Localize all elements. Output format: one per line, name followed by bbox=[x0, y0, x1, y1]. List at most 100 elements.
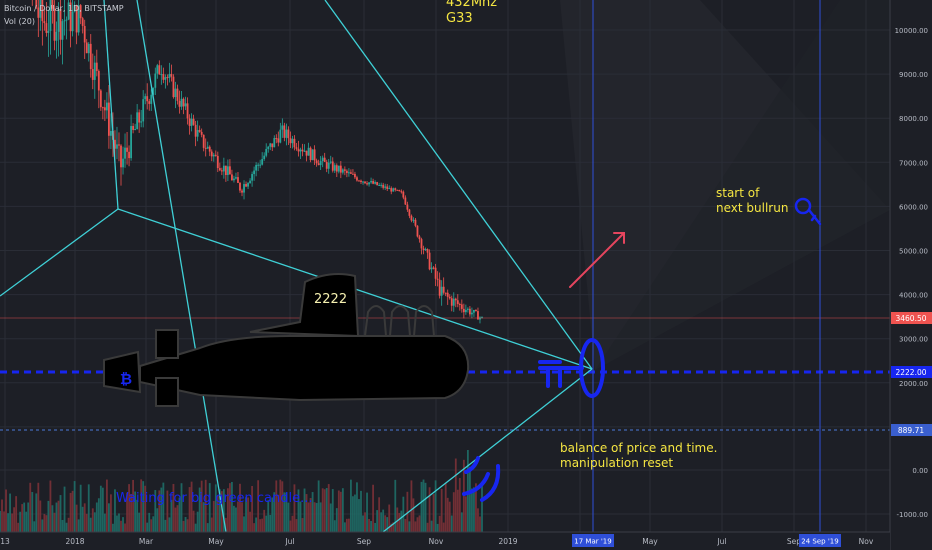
annotation-freq: 432Mhz bbox=[446, 0, 498, 10]
volume-bar bbox=[148, 512, 151, 532]
candle-body bbox=[231, 174, 233, 181]
candle-body bbox=[452, 298, 455, 306]
volume-bar bbox=[81, 506, 84, 532]
volume-bar bbox=[398, 512, 401, 532]
volume-bar bbox=[83, 503, 86, 532]
volume-bar bbox=[448, 501, 451, 532]
volume-bar bbox=[329, 503, 332, 532]
volume-bar bbox=[281, 481, 284, 532]
candle-body bbox=[372, 181, 374, 184]
volume-bar bbox=[156, 508, 159, 532]
volume-bar bbox=[436, 523, 439, 532]
volume-bar bbox=[214, 484, 217, 532]
volume-bar bbox=[126, 492, 128, 532]
volume-bar bbox=[253, 523, 256, 532]
candle-body bbox=[384, 186, 387, 188]
candle-body bbox=[247, 183, 249, 187]
volume-bar bbox=[430, 520, 433, 532]
volume-tick-label: -1000.00 bbox=[897, 511, 928, 519]
level-badge: 2222.00 bbox=[895, 368, 926, 377]
time-tick-label: May bbox=[642, 537, 658, 546]
volume-bar bbox=[303, 488, 306, 532]
volume-bar bbox=[378, 497, 381, 532]
candle-body bbox=[436, 278, 439, 280]
candle-body bbox=[444, 292, 447, 294]
candle-body bbox=[287, 129, 290, 139]
candle-body bbox=[402, 191, 405, 198]
volume-bar bbox=[442, 522, 445, 532]
volume-bar bbox=[108, 503, 110, 532]
volume-bar bbox=[372, 484, 374, 532]
volume-bar bbox=[311, 492, 314, 532]
time-tick-label: Jul bbox=[716, 537, 726, 546]
volume-bar bbox=[479, 516, 481, 532]
candle-body bbox=[229, 166, 231, 175]
symbol-line[interactable]: Bitcoin / Dollar, 1D, BITSTAMP bbox=[4, 4, 124, 13]
candle-body bbox=[356, 177, 358, 181]
volume-bar bbox=[192, 510, 195, 532]
candle-body bbox=[204, 147, 207, 149]
candle-body bbox=[400, 191, 403, 193]
candle-body bbox=[194, 124, 197, 137]
volume-bar bbox=[279, 479, 282, 532]
candle-body bbox=[47, 30, 50, 33]
volume-bar bbox=[362, 515, 364, 532]
candle-body bbox=[63, 20, 66, 22]
volume-bar bbox=[63, 486, 66, 532]
projection-shade-upper bbox=[595, 0, 890, 370]
candle-body bbox=[299, 149, 302, 152]
volume-bar bbox=[25, 511, 28, 532]
volume-bar bbox=[273, 492, 276, 532]
price-tick-label: 9000.00 bbox=[899, 71, 928, 79]
candle-body bbox=[93, 62, 96, 80]
candle-body bbox=[61, 21, 64, 40]
candle-body bbox=[370, 181, 372, 183]
volume-bar bbox=[53, 512, 56, 532]
candle-body bbox=[366, 183, 368, 185]
volume-bar bbox=[180, 483, 183, 532]
volume-bar bbox=[99, 485, 102, 532]
volume-bar bbox=[410, 480, 413, 532]
volume-bar bbox=[196, 511, 199, 532]
level-badge-bg bbox=[891, 366, 932, 378]
volume-bar bbox=[212, 500, 215, 532]
candle-body bbox=[67, 2, 70, 20]
volume-bar bbox=[358, 499, 360, 532]
annotation-balance: balance of price and time. manipulation … bbox=[560, 441, 718, 470]
volume-axis[interactable]: 0.00 -1000.00 bbox=[897, 467, 928, 519]
volume-line[interactable]: Vol (20) bbox=[4, 17, 35, 26]
volume-bar bbox=[105, 479, 108, 532]
volume-bar bbox=[400, 510, 403, 532]
candle-body bbox=[364, 181, 366, 184]
volume-bar bbox=[3, 511, 5, 532]
volume-bar bbox=[323, 489, 326, 532]
candle-body bbox=[190, 118, 193, 126]
candle-body bbox=[438, 279, 441, 296]
candle-body bbox=[440, 286, 443, 296]
volume-bar bbox=[21, 504, 24, 532]
volume-bar bbox=[89, 517, 92, 532]
time-tick-label: 13 bbox=[0, 537, 10, 546]
candle-body bbox=[176, 88, 179, 101]
volume-bar bbox=[235, 507, 237, 532]
candle-body bbox=[350, 172, 352, 174]
volume-bar bbox=[118, 513, 120, 532]
candle-body bbox=[200, 131, 203, 135]
volume-bar bbox=[85, 513, 88, 532]
volume-bar bbox=[124, 523, 126, 532]
bitcoin-symbol: ₿ bbox=[120, 370, 132, 388]
candle-body bbox=[481, 316, 483, 318]
candle-body bbox=[156, 65, 159, 74]
volume-bar bbox=[17, 522, 20, 532]
candle-body bbox=[450, 298, 453, 306]
volume-bar bbox=[110, 494, 112, 532]
volume-bar bbox=[354, 494, 356, 532]
candle-body bbox=[269, 143, 272, 147]
volume-bar bbox=[114, 489, 116, 532]
volume-bar bbox=[352, 496, 354, 532]
candle-body bbox=[333, 165, 336, 171]
candle-body bbox=[303, 150, 306, 152]
volume-bar bbox=[194, 523, 197, 532]
volume-bar bbox=[216, 495, 219, 532]
